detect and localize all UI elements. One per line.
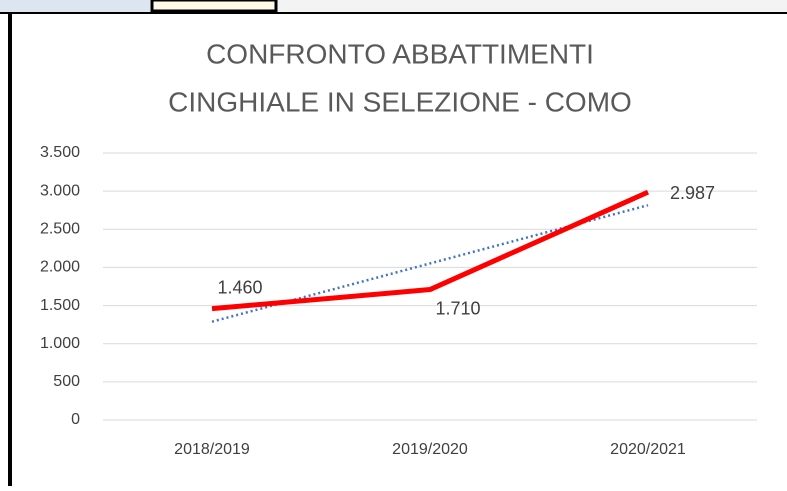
chart-title: CINGHIALE IN SELEZIONE - COMO (168, 86, 632, 117)
y-tick-label: 1.500 (40, 297, 80, 314)
data-line (211, 189, 650, 312)
y-tick-label: 3.000 (40, 182, 80, 199)
y-tick-label: 2.000 (40, 259, 80, 276)
y-tick-label: 1.000 (40, 335, 80, 352)
y-tick-label: 2.500 (40, 221, 80, 238)
x-tick-label: 2019/2020 (392, 441, 468, 458)
chart-title: CONFRONTO ABBATTIMENTI (206, 38, 594, 69)
selected-cell (150, 0, 278, 13)
y-tick-label: 3.500 (40, 144, 80, 161)
data-label: 1.460 (217, 277, 262, 297)
data-label: 2.987 (670, 183, 715, 203)
y-tick-label: 500 (53, 373, 80, 390)
y-tick-label: 0 (71, 411, 80, 428)
sheet-cell (0, 0, 150, 12)
data-label: 1.710 (435, 298, 480, 318)
x-tick-label: 2020/2021 (610, 441, 686, 458)
x-tick-label: 2018/2019 (174, 441, 250, 458)
